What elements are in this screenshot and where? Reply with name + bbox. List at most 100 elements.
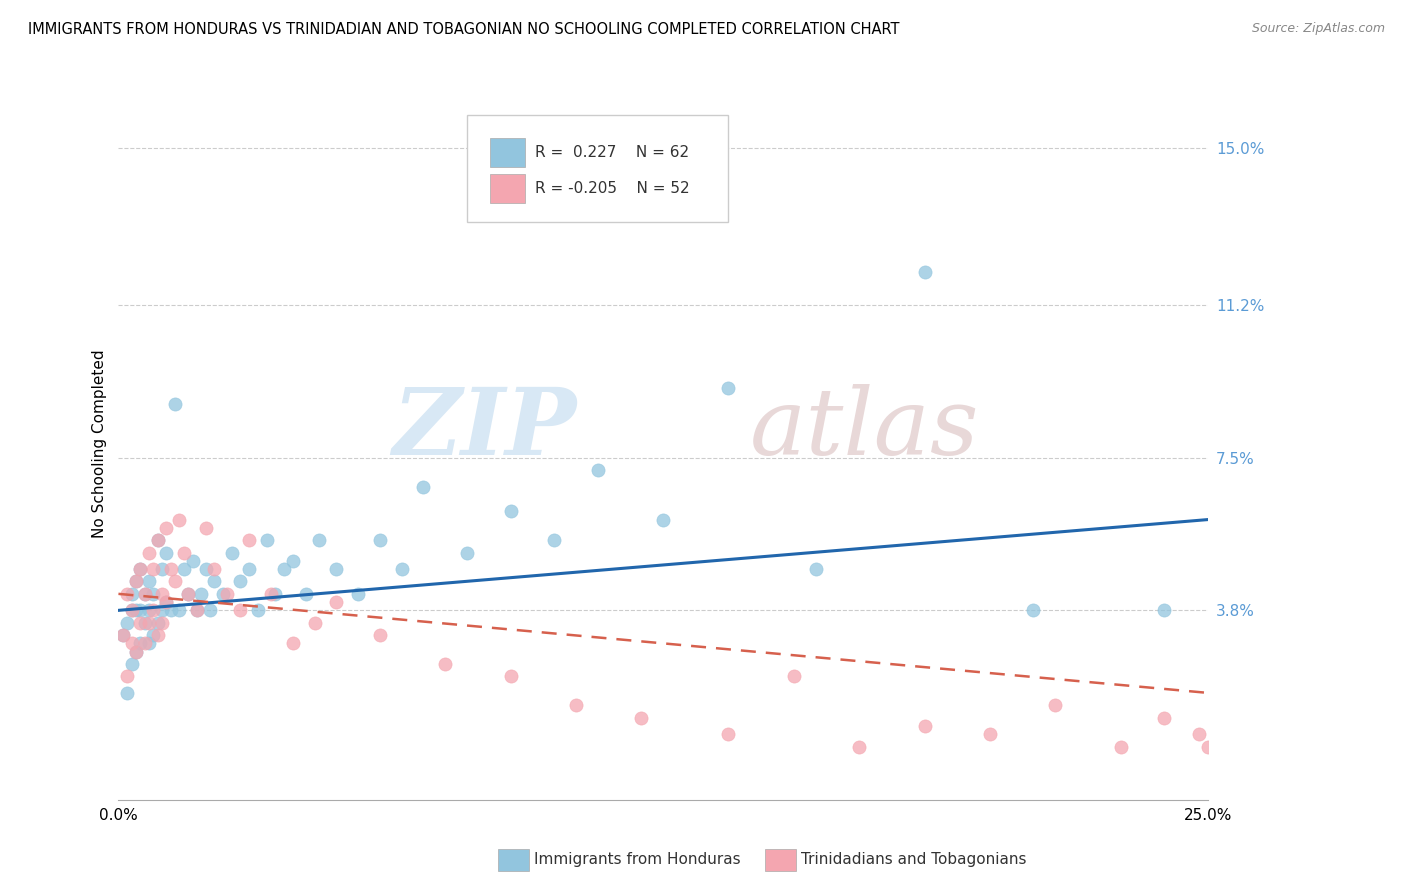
- Point: [391, 562, 413, 576]
- Point: [281, 554, 304, 568]
- Point: [229, 603, 252, 617]
- Point: [142, 562, 165, 576]
- Point: [1153, 603, 1175, 617]
- Point: [264, 587, 287, 601]
- Point: [155, 521, 177, 535]
- Point: [368, 533, 391, 548]
- Point: [173, 545, 195, 559]
- Point: [848, 739, 870, 754]
- Point: [565, 698, 588, 713]
- Point: [125, 574, 148, 589]
- Point: [256, 533, 278, 548]
- Point: [217, 587, 239, 601]
- Point: [652, 512, 675, 526]
- Point: [150, 562, 173, 576]
- Point: [150, 587, 173, 601]
- Point: [499, 504, 522, 518]
- Point: [159, 603, 181, 617]
- Point: [159, 562, 181, 576]
- Point: [304, 615, 326, 630]
- Point: [146, 533, 169, 548]
- Point: [586, 463, 609, 477]
- Point: [434, 657, 457, 671]
- Point: [111, 628, 134, 642]
- Point: [186, 603, 208, 617]
- Text: Immigrants from Honduras: Immigrants from Honduras: [534, 853, 741, 867]
- Point: [134, 636, 156, 650]
- Text: R =  0.227    N = 62: R = 0.227 N = 62: [534, 145, 689, 161]
- Point: [804, 562, 827, 576]
- Point: [155, 595, 177, 609]
- Point: [194, 562, 217, 576]
- Point: [173, 562, 195, 576]
- Point: [186, 603, 208, 617]
- Point: [1109, 739, 1132, 754]
- Text: R = -0.205    N = 52: R = -0.205 N = 52: [534, 181, 689, 196]
- Point: [165, 397, 187, 411]
- Point: [115, 615, 138, 630]
- Point: [169, 603, 191, 617]
- Text: ZIP: ZIP: [392, 384, 576, 474]
- Point: [129, 636, 152, 650]
- Point: [630, 711, 652, 725]
- Point: [914, 265, 936, 279]
- Point: [260, 587, 283, 601]
- Point: [221, 545, 243, 559]
- Point: [125, 645, 148, 659]
- Point: [325, 562, 347, 576]
- Point: [129, 562, 152, 576]
- Point: [138, 603, 160, 617]
- Point: [1022, 603, 1045, 617]
- Point: [238, 562, 260, 576]
- Point: [914, 719, 936, 733]
- Point: [150, 603, 173, 617]
- Point: [150, 615, 173, 630]
- Point: [181, 554, 204, 568]
- Point: [142, 628, 165, 642]
- Point: [142, 587, 165, 601]
- Point: [717, 727, 740, 741]
- Point: [1153, 711, 1175, 725]
- Point: [155, 595, 177, 609]
- Point: [783, 669, 806, 683]
- Point: [246, 603, 269, 617]
- Point: [1188, 727, 1211, 741]
- FancyBboxPatch shape: [489, 138, 524, 167]
- Point: [146, 628, 169, 642]
- Point: [198, 603, 221, 617]
- Point: [294, 587, 316, 601]
- Text: Trinidadians and Tobagonians: Trinidadians and Tobagonians: [801, 853, 1026, 867]
- Point: [273, 562, 295, 576]
- FancyBboxPatch shape: [489, 174, 524, 202]
- Point: [115, 686, 138, 700]
- Point: [194, 521, 217, 535]
- Point: [190, 587, 212, 601]
- Point: [146, 615, 169, 630]
- Point: [125, 645, 148, 659]
- Point: [325, 595, 347, 609]
- Point: [125, 574, 148, 589]
- Point: [1197, 739, 1219, 754]
- Point: [121, 603, 143, 617]
- Point: [129, 603, 152, 617]
- Point: [129, 615, 152, 630]
- Point: [155, 545, 177, 559]
- Point: [125, 603, 148, 617]
- Point: [169, 512, 191, 526]
- Text: IMMIGRANTS FROM HONDURAS VS TRINIDADIAN AND TOBAGONIAN NO SCHOOLING COMPLETED CO: IMMIGRANTS FROM HONDURAS VS TRINIDADIAN …: [28, 22, 900, 37]
- Point: [121, 603, 143, 617]
- Point: [142, 603, 165, 617]
- Point: [134, 615, 156, 630]
- Point: [138, 615, 160, 630]
- Point: [146, 533, 169, 548]
- Point: [121, 636, 143, 650]
- Point: [1205, 747, 1227, 762]
- Text: Source: ZipAtlas.com: Source: ZipAtlas.com: [1251, 22, 1385, 36]
- Point: [717, 380, 740, 394]
- Text: atlas: atlas: [751, 384, 980, 474]
- Point: [308, 533, 330, 548]
- Point: [1045, 698, 1067, 713]
- Point: [543, 533, 565, 548]
- Point: [138, 636, 160, 650]
- Point: [121, 587, 143, 601]
